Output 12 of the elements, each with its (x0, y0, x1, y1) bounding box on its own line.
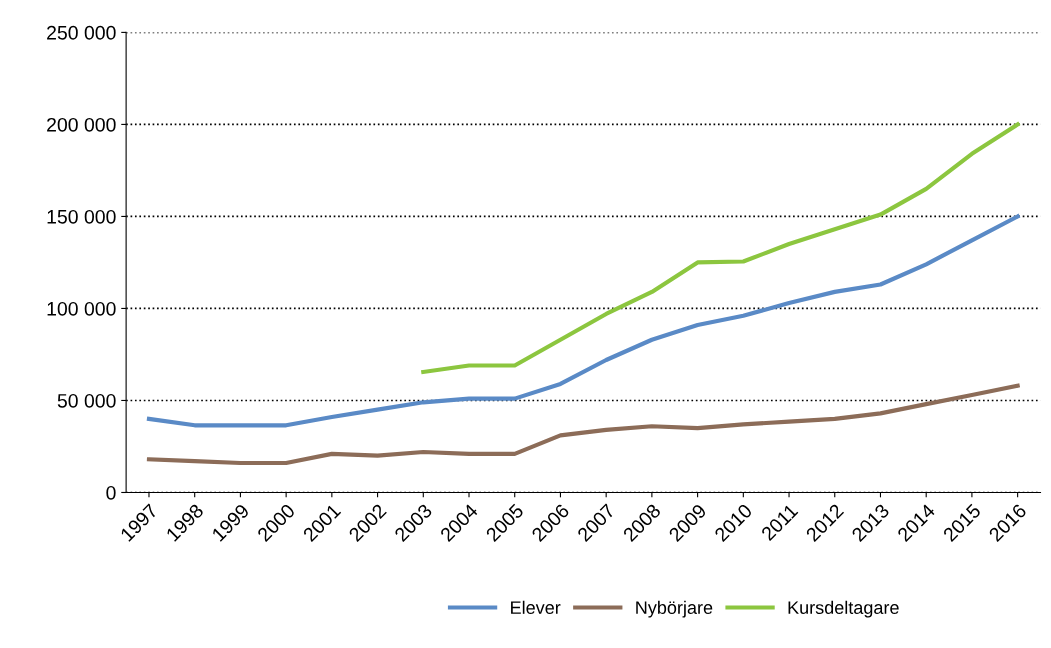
legend-label: Nybörjare (636, 600, 713, 618)
y-tick-label: 150 000 (47, 209, 116, 224)
line-series (146, 383, 1020, 466)
legend-label: Elever (511, 600, 561, 615)
line-series (146, 214, 1020, 428)
y-tick-label: 0 (106, 485, 116, 500)
legend-label: Kursdeltagare (788, 600, 899, 618)
y-tick-label: 50 000 (57, 393, 116, 408)
y-tick-label: 200 000 (47, 117, 116, 132)
y-tick-label: 250 000 (47, 25, 116, 40)
y-tick-label: 100 000 (47, 301, 116, 316)
line-series (421, 122, 1020, 375)
